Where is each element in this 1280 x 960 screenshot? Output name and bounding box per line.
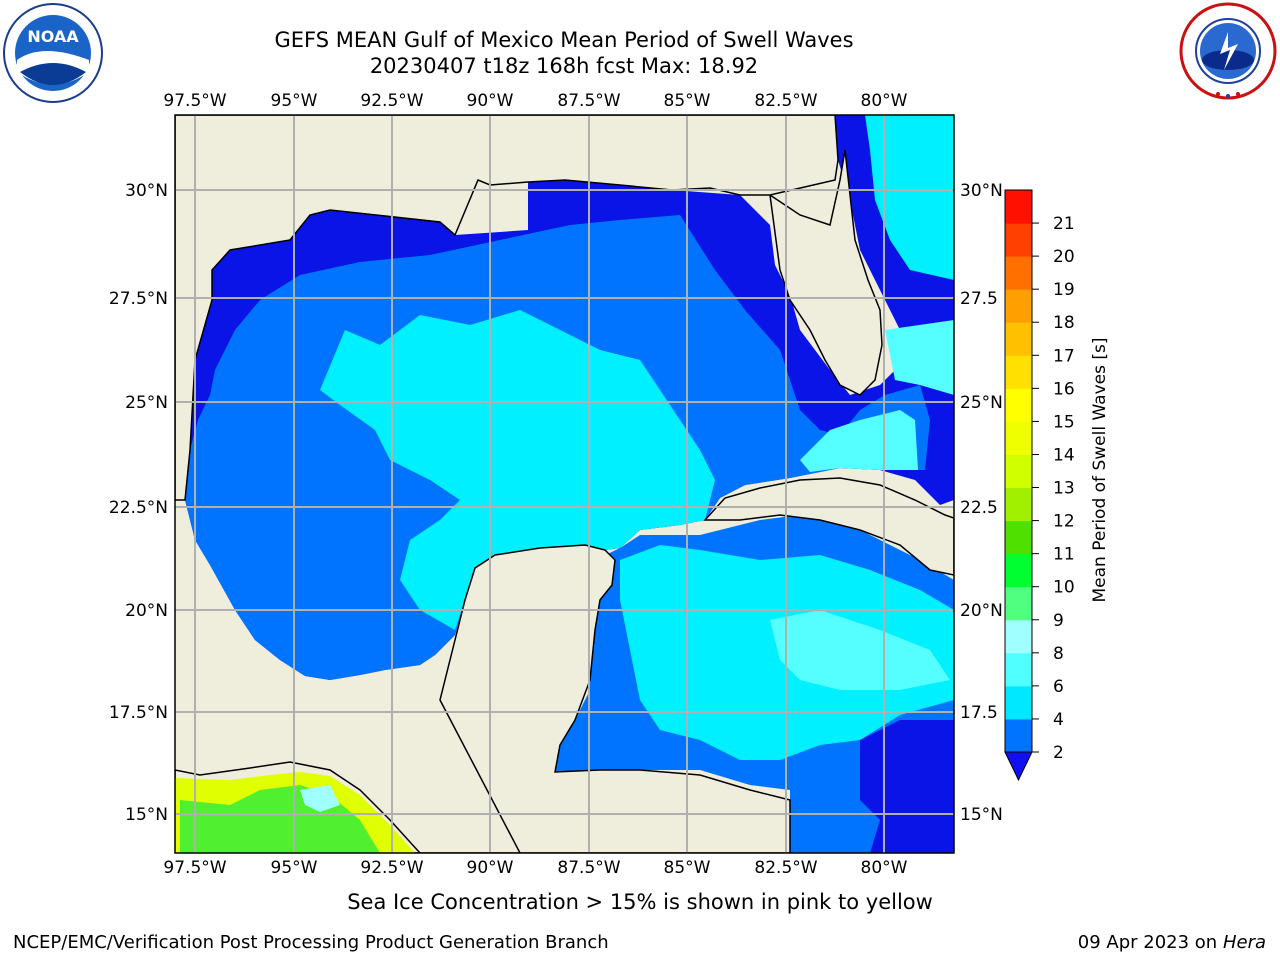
lon-label: 85°W (664, 91, 711, 111)
footer-host: Hera (1222, 932, 1266, 953)
pacific-water-cyan (300, 785, 340, 812)
lon-label: 95°W (271, 858, 318, 878)
lat-label: 27.5 (960, 289, 998, 309)
lon-labels-top: 97.5°W 95°W 92.5°W 90°W 87.5°W 85°W 82.5°W 80°W (163, 91, 907, 111)
lat-label: 15°N (960, 805, 1003, 825)
lon-label: 95°W (271, 91, 318, 111)
chart-title: GEFS MEAN Gulf of Mexico Mean Period of … (274, 28, 854, 52)
noaa-logo: NOAA (3, 3, 103, 103)
map-frame (174, 114, 955, 854)
lat-label: 17.5°N (109, 703, 168, 723)
map-area (175, 115, 954, 853)
colorbar-tick-label: 17 (1053, 346, 1075, 366)
us-coast-land (175, 115, 839, 501)
colorbar-tick-label: 12 (1053, 512, 1075, 532)
lat-label: 20°N (125, 601, 168, 621)
graticule (175, 115, 954, 853)
colorbar-tick-label: 9 (1053, 611, 1064, 631)
colorbar-tick-label: 13 (1053, 479, 1075, 499)
atlantic-water-4-6 (865, 115, 954, 280)
lat-labels-right: 30°N 27.5 25°N 22.5 20°N 17.5 15°N (960, 181, 1003, 825)
lon-label: 92.5°W (360, 858, 423, 878)
lon-label: 90°W (467, 91, 514, 111)
lat-label: 30°N (125, 181, 168, 201)
colorbar-segment (1005, 718, 1032, 753)
colorbar-segment (1005, 553, 1032, 588)
chart-subtitle: 20230407 t18z 168h fcst Max: 18.92 (369, 54, 759, 78)
colorbar-tick-label: 11 (1053, 545, 1075, 565)
colorbar-segment (1005, 322, 1032, 356)
colorbar-segment (1005, 190, 1032, 224)
lon-label: 80°W (861, 858, 908, 878)
colorbar-tick-label: 2 (1053, 743, 1064, 763)
lon-label: 87.5°W (557, 858, 620, 878)
colorbar-tick-label: 15 (1053, 412, 1075, 432)
colorbar-tick-label: 21 (1053, 214, 1075, 234)
nws-logo (1179, 2, 1277, 100)
lat-label: 17.5 (960, 703, 998, 723)
colorbar-frame (1004, 189, 1033, 753)
colorbar-tick-label: 14 (1053, 445, 1075, 465)
lon-label: 80°W (861, 91, 908, 111)
lat-label: 20°N (960, 601, 1003, 621)
lat-label: 15°N (125, 805, 168, 825)
footer-date: 09 Apr 2023 on Hera (1078, 932, 1266, 953)
lat-label: 25°N (960, 393, 1003, 413)
colorbar-segment (1005, 619, 1032, 654)
colorbar-tick-label: 20 (1053, 247, 1075, 267)
colorbar-segment (1005, 421, 1032, 455)
lon-label: 97.5°W (163, 91, 226, 111)
colorbar-segment (1005, 586, 1032, 621)
lon-label: 92.5°W (360, 91, 423, 111)
colorbar-tick-label: 4 (1053, 710, 1064, 730)
lon-label: 85°W (664, 858, 711, 878)
footer-credit: NCEP/EMC/Verification Post Processing Pr… (13, 932, 609, 953)
lon-labels-bottom: 97.5°W 95°W 92.5°W 90°W 87.5°W 85°W 82.5°W 80°W (163, 858, 907, 878)
colorbar-segment (1005, 289, 1032, 323)
lat-labels-left: 30°N 27.5°N 25°N 22.5°N 20°N 17.5°N 15°N (109, 181, 168, 825)
colorbar-tick-label: 16 (1053, 379, 1075, 399)
noaa-logo-text: NOAA (27, 27, 79, 46)
lat-label: 25°N (125, 393, 168, 413)
colorbar-segment (1005, 685, 1032, 720)
colorbar-tick-label: 10 (1053, 578, 1075, 598)
lon-label: 82.5°W (754, 858, 817, 878)
lat-label: 22.5°N (109, 498, 168, 518)
lat-label: 22.5 (960, 498, 998, 518)
colorbar-segment (1005, 652, 1032, 687)
colorbar-label: Mean Period of Swell Waves [s] (1090, 338, 1110, 603)
colorbar-tick-label: 18 (1053, 313, 1075, 333)
colorbar-segment (1005, 454, 1032, 489)
colorbar-under-arrow (1004, 751, 1033, 782)
lon-label: 90°W (467, 858, 514, 878)
colorbar-segment (1005, 388, 1032, 422)
colorbar-segment (1005, 223, 1032, 257)
florida-land (769, 149, 883, 396)
atlantic-water-6-8 (885, 320, 954, 395)
footer-date-text: 09 Apr 2023 on (1077, 932, 1223, 953)
colorbar-tick-label: 6 (1053, 677, 1064, 697)
colorbar-tick-label: 19 (1053, 280, 1075, 300)
sea-ice-note: Sea Ice Concentration > 15% is shown in … (347, 890, 933, 914)
colorbar-segment (1005, 520, 1032, 555)
colorbar-segment (1005, 487, 1032, 522)
colorbar: 2 4 6 8 9 10 11 12 13 14 15 16 17 18 19 20 21 (1004, 189, 1075, 782)
lat-label: 30°N (960, 181, 1003, 201)
colorbar-segment (1005, 355, 1032, 389)
lon-label: 97.5°W (163, 858, 226, 878)
lon-label: 82.5°W (754, 91, 817, 111)
gulf-water-4-6 (320, 310, 715, 630)
colorbar-tick-label: 8 (1053, 644, 1064, 664)
colorbar-segment (1005, 256, 1032, 290)
lon-label: 87.5°W (557, 91, 620, 111)
lat-label: 27.5°N (109, 289, 168, 309)
gulf-water-6-8 (800, 410, 918, 472)
caribbean-water-6-8 (770, 610, 950, 690)
